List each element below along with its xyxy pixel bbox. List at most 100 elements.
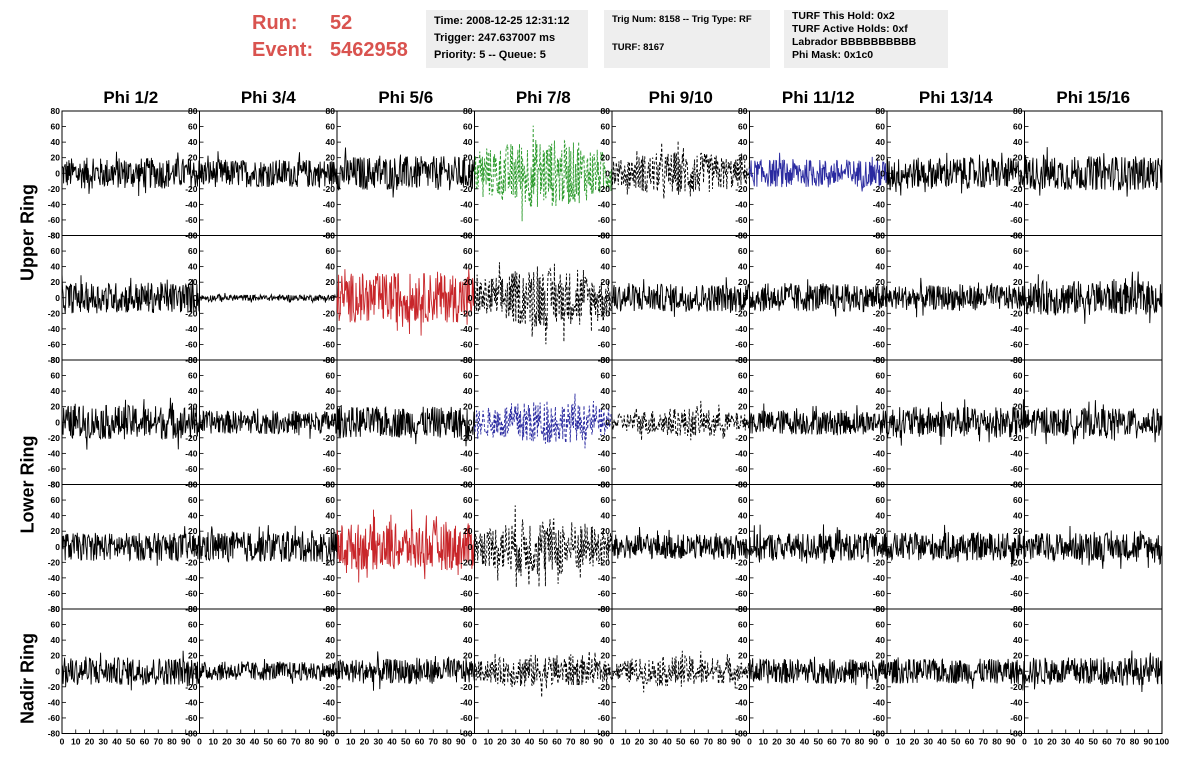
y-tick-label: 60 xyxy=(1013,495,1023,505)
x-tick-label: 60 xyxy=(140,737,150,747)
y-tick-label: 0 xyxy=(1018,293,1023,303)
y-tick-label: -40 xyxy=(460,199,473,209)
y-tick-label: 0 xyxy=(55,542,60,552)
x-tick-label: 90 xyxy=(869,737,879,747)
phi-mask-text: Phi Mask: 0x1c0 xyxy=(792,49,874,61)
waveform-trace xyxy=(749,656,888,689)
y-tick-label: -60 xyxy=(1010,713,1023,723)
waveform-trace xyxy=(886,277,1025,318)
waveform-trace xyxy=(336,404,475,447)
y-tick-label: 60 xyxy=(51,495,61,505)
y-tick-label: 60 xyxy=(738,371,748,381)
y-tick-label: 20 xyxy=(188,402,198,412)
x-tick-label: 80 xyxy=(855,737,865,747)
y-tick-label: 60 xyxy=(51,371,61,381)
x-tick-label: 40 xyxy=(1075,737,1085,747)
y-tick-label: 40 xyxy=(326,386,336,396)
y-tick-label: -20 xyxy=(873,433,886,443)
y-tick-label: -60 xyxy=(735,339,748,349)
y-tick-label: -20 xyxy=(48,557,61,567)
y-tick-label: 40 xyxy=(188,137,198,147)
y-tick-label: -20 xyxy=(735,557,748,567)
y-tick-label: 60 xyxy=(326,371,336,381)
y-tick-label: 80 xyxy=(51,604,61,614)
y-tick-label: 60 xyxy=(326,495,336,505)
waveform-trace xyxy=(474,125,613,222)
y-tick-label: -60 xyxy=(460,713,473,723)
y-tick-label: 0 xyxy=(193,417,198,427)
y-tick-label: -20 xyxy=(185,433,198,443)
y-tick-label: 80 xyxy=(601,355,611,365)
y-tick-label: -60 xyxy=(460,588,473,598)
y-tick-label: 0 xyxy=(55,293,60,303)
y-tick-label: -60 xyxy=(48,339,61,349)
waveform-trace xyxy=(61,526,200,566)
y-tick-label: -40 xyxy=(598,324,611,334)
y-tick-label: -60 xyxy=(873,339,886,349)
y-tick-label: -60 xyxy=(598,464,611,474)
labrador-text: Labrador BBBBBBBBBB xyxy=(792,36,917,48)
waveform-trace xyxy=(749,403,888,436)
y-tick-label: 60 xyxy=(601,122,611,132)
y-tick-label: 80 xyxy=(463,480,473,490)
x-tick-label: 50 xyxy=(264,737,274,747)
x-tick-label: 70 xyxy=(154,737,164,747)
y-tick-label: 20 xyxy=(876,153,886,163)
phi-header-7: Phi 13/14 xyxy=(918,88,993,107)
turf-text: TURF: 8167 xyxy=(612,42,665,53)
y-tick-label: -40 xyxy=(1010,199,1023,209)
y-tick-label: -20 xyxy=(323,433,336,443)
y-tick-label: 40 xyxy=(51,386,61,396)
y-tick-label: -20 xyxy=(323,682,336,692)
y-tick-label: -40 xyxy=(598,448,611,458)
y-tick-label: -40 xyxy=(735,448,748,458)
y-tick-label: 60 xyxy=(601,246,611,256)
y-tick-label: 80 xyxy=(738,480,748,490)
x-tick-label: 0 xyxy=(335,737,340,747)
x-tick-label: 60 xyxy=(827,737,837,747)
y-tick-label: 60 xyxy=(326,246,336,256)
x-tick-label: 20 xyxy=(497,737,507,747)
y-tick-label: 20 xyxy=(51,277,61,287)
x-tick-label: 80 xyxy=(992,737,1002,747)
y-tick-label: 80 xyxy=(876,355,886,365)
trigger-text: Trigger: 247.637007 ms xyxy=(434,32,556,44)
y-tick-label: 20 xyxy=(876,277,886,287)
y-tick-label: 20 xyxy=(51,402,61,412)
event-label: Event: xyxy=(252,39,314,61)
y-tick-label: -60 xyxy=(323,464,336,474)
y-tick-label: 60 xyxy=(601,620,611,630)
y-tick-label: 0 xyxy=(55,666,60,676)
y-tick-label: -60 xyxy=(460,339,473,349)
waveform-trace xyxy=(474,393,613,449)
y-tick-label: 20 xyxy=(738,153,748,163)
y-tick-label: 60 xyxy=(188,620,198,630)
y-tick-label: 40 xyxy=(876,511,886,521)
x-tick-label: 50 xyxy=(126,737,136,747)
y-tick-label: 80 xyxy=(326,604,336,614)
y-tick-label: 60 xyxy=(326,122,336,132)
waveform-trace xyxy=(61,397,200,450)
y-tick-label: -40 xyxy=(48,697,61,707)
y-tick-label: 80 xyxy=(463,231,473,241)
waveform-trace xyxy=(886,399,1025,446)
y-tick-label: 80 xyxy=(876,604,886,614)
time-info-box: Time: 2008-12-25 12:31:12 Trigger: 247.6… xyxy=(426,10,588,68)
x-tick-label: 10 xyxy=(621,737,631,747)
waveform-trace xyxy=(886,657,1025,691)
phi-header-3: Phi 5/6 xyxy=(378,88,434,107)
y-tick-label: 20 xyxy=(1013,526,1023,536)
y-tick-label: 60 xyxy=(876,620,886,630)
y-tick-label: 60 xyxy=(51,122,61,132)
waveform-trace xyxy=(199,525,338,565)
y-tick-label: -80 xyxy=(735,729,748,739)
y-tick-label: 80 xyxy=(1013,604,1023,614)
y-tick-label: 60 xyxy=(188,495,198,505)
